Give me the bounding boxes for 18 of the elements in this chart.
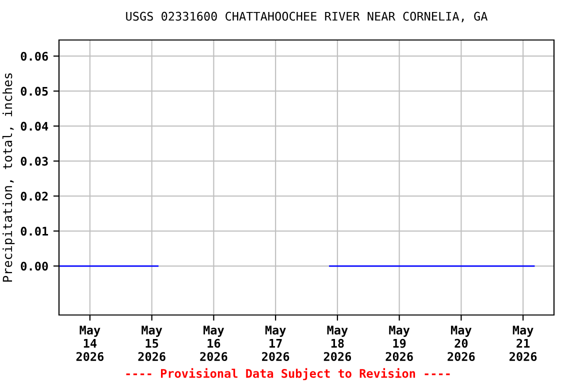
y-tick-label: 0.00 <box>20 262 48 271</box>
y-axis-title: Precipitation, total, inches <box>2 73 15 282</box>
y-tick-label: 0.03 <box>20 156 48 166</box>
x-tick-label: May 18 2026 <box>324 326 352 362</box>
y-tick-label: 0.01 <box>20 226 48 236</box>
x-tick-label: May 14 2026 <box>76 326 104 362</box>
y-tick-label: 0.05 <box>20 86 48 96</box>
x-tick-label: May 15 2026 <box>138 326 166 362</box>
text: ---- Provisional Data Subject to Revision ---- <box>126 368 450 380</box>
y-tick-label: 0.06 <box>20 52 48 61</box>
chart-title: USGS 02331600 CHATTAHOOCHEE RIVER NEAR CORNELIA, GA <box>126 12 488 22</box>
x-tick-label: May 16 2026 <box>200 326 228 362</box>
x-tick-label: May 17 2026 <box>262 326 290 362</box>
x-tick-label: May 21 2026 <box>510 326 537 362</box>
y-tick-label: 0.02 <box>20 192 48 201</box>
y-tick-label: 0.04 <box>20 122 48 131</box>
x-tick-label: May 19 2026 <box>386 326 413 362</box>
x-tick-label: May 20 2026 <box>448 326 475 362</box>
